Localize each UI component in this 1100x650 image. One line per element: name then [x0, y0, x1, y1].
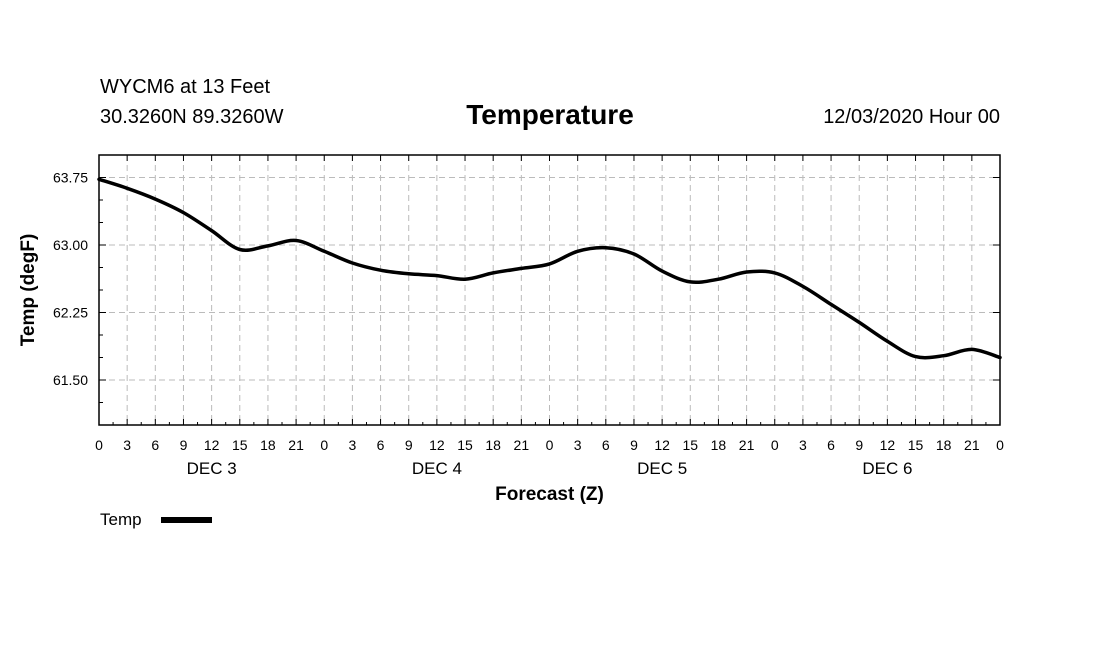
- x-tick-label: 6: [377, 437, 385, 453]
- station-coordinates: 30.3260N 89.3260W: [100, 106, 284, 128]
- y-tick-label: 61.50: [53, 372, 88, 388]
- chart-title: Temperature: [466, 99, 634, 130]
- x-tick-label: 9: [630, 437, 638, 453]
- x-tick-label: 3: [574, 437, 582, 453]
- x-tick-label: 21: [964, 437, 980, 453]
- series-layer: [97, 177, 1002, 360]
- x-tick-label: 0: [771, 437, 779, 453]
- x-tick-label: 18: [936, 437, 952, 453]
- x-tick-label: 18: [711, 437, 727, 453]
- x-axis-title: Forecast (Z): [495, 484, 604, 505]
- y-tick-label: 63.75: [53, 170, 88, 186]
- x-tick-label: 15: [682, 437, 698, 453]
- day-label: DEC 5: [637, 459, 687, 478]
- x-tick-label: 21: [739, 437, 755, 453]
- day-label: DEC 3: [187, 459, 237, 478]
- x-tick-label: 18: [260, 437, 276, 453]
- plot-frame: [98, 154, 1001, 426]
- x-tick-label: 12: [654, 437, 670, 453]
- y-tick-label: 62.25: [53, 305, 88, 321]
- x-tick-label: 6: [827, 437, 835, 453]
- legend-label: Temp: [100, 510, 142, 529]
- x-tick-label: 9: [405, 437, 413, 453]
- day-label: DEC 4: [412, 459, 462, 478]
- x-tick-label: 9: [855, 437, 863, 453]
- day-label: DEC 6: [862, 459, 912, 478]
- x-tick-label: 9: [180, 437, 188, 453]
- labels-layer: 0 3 6 9 12 15 18 21 0 3 6 9 12 15 18 21 0 3 6 9 12 15 18 21 0 3 6 9…: [18, 170, 1004, 506]
- x-tick-label: 21: [514, 437, 530, 453]
- x-tick-label: 3: [349, 437, 357, 453]
- temp-series-line: [97, 177, 1002, 360]
- y-axis-title: Temp (degF): [18, 234, 39, 347]
- x-tick-label: 3: [123, 437, 131, 453]
- x-tick-label: 6: [151, 437, 159, 453]
- x-tick-label: 18: [485, 437, 501, 453]
- x-tick-label: 12: [204, 437, 220, 453]
- x-tick-label: 0: [546, 437, 554, 453]
- x-tick-label: 15: [232, 437, 248, 453]
- x-tick-label: 0: [996, 437, 1004, 453]
- x-tick-label: 6: [602, 437, 610, 453]
- x-tick-label: 3: [799, 437, 807, 453]
- x-tick-label: 12: [429, 437, 445, 453]
- forecast-datetime: 12/03/2020 Hour 00: [823, 106, 1000, 128]
- y-tick-label: 63.00: [53, 237, 88, 253]
- x-tick-label: 12: [880, 437, 896, 453]
- x-tick-label: 0: [95, 437, 103, 453]
- x-tick-label: 15: [457, 437, 473, 453]
- grid-layer: [99, 155, 1000, 425]
- x-tick-label: 0: [320, 437, 328, 453]
- x-tick-label: 15: [908, 437, 924, 453]
- legend: Temp: [100, 510, 212, 529]
- station-name: WYCM6 at 13 Feet: [100, 76, 271, 98]
- x-tick-label: 21: [288, 437, 304, 453]
